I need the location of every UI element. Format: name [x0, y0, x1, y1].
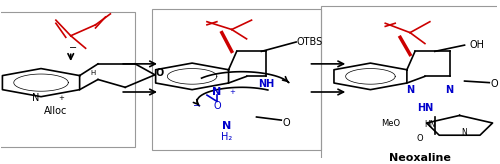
Text: H₂: H₂: [221, 132, 232, 142]
Text: N: N: [462, 128, 468, 137]
Text: −: −: [69, 43, 78, 53]
Text: O: O: [156, 68, 164, 78]
Text: −: −: [193, 101, 201, 111]
Text: +: +: [229, 89, 234, 95]
Text: Alloc: Alloc: [44, 106, 68, 116]
Text: N: N: [32, 93, 40, 103]
Text: Neoxaline: Neoxaline: [389, 153, 451, 163]
Text: OH: OH: [470, 40, 484, 50]
Text: O: O: [282, 118, 290, 128]
Text: N: N: [212, 87, 222, 97]
Text: NH: NH: [258, 79, 274, 89]
Text: N: N: [222, 121, 232, 131]
Text: HN: HN: [424, 120, 436, 129]
Text: O: O: [490, 79, 498, 89]
Text: O: O: [213, 101, 220, 111]
Text: N: N: [446, 85, 454, 95]
Text: MeO: MeO: [380, 119, 400, 128]
Text: H: H: [90, 70, 96, 76]
Text: N: N: [406, 85, 414, 95]
Text: HN: HN: [417, 103, 433, 113]
Text: +: +: [58, 95, 64, 101]
Text: O: O: [416, 134, 424, 143]
Text: OTBS: OTBS: [296, 37, 322, 47]
